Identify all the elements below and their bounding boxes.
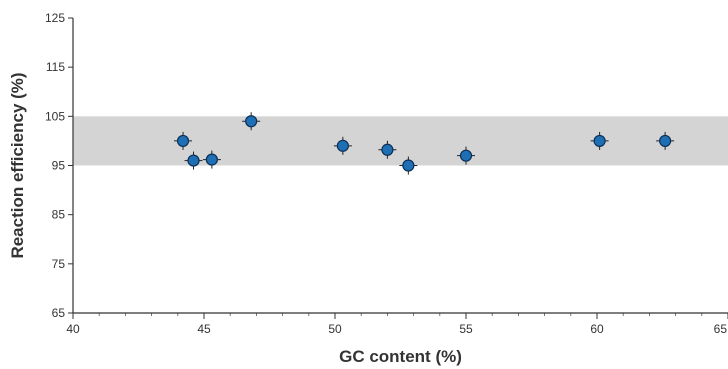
x-tick-label: 45 [197, 322, 211, 336]
y-tick-label: 95 [52, 159, 66, 173]
data-point [333, 136, 352, 155]
x-tick-label: 60 [590, 322, 604, 336]
x-tick-label: 65 [714, 322, 728, 336]
y-tick-label: 65 [52, 306, 66, 320]
data-point [378, 140, 397, 159]
data-point [399, 156, 418, 175]
y-tick-label: 75 [52, 257, 66, 271]
data-point [656, 131, 675, 150]
data-point [590, 131, 609, 150]
y-tick-label: 85 [52, 208, 66, 222]
data-point [174, 131, 193, 150]
y-tick-label: 105 [45, 109, 65, 123]
data-point [457, 146, 475, 165]
y-axis-title: Reaction efficiency (%) [8, 72, 27, 258]
acceptance-band [73, 116, 728, 166]
data-point [184, 151, 203, 170]
data-point [202, 150, 221, 169]
y-axis-ticks: 65 75 85 95 105 115 125 [45, 11, 73, 320]
x-axis-title: GC content (%) [339, 347, 462, 366]
x-axis-ticks: 40 45 50 55 60 65 [66, 313, 728, 336]
x-tick-label: 40 [66, 322, 80, 336]
y-tick-label: 115 [46, 60, 65, 74]
y-tick-label: 125 [45, 11, 65, 25]
x-tick-label: 50 [328, 322, 342, 336]
data-points [174, 112, 675, 175]
x-tick-label: 55 [459, 322, 473, 336]
data-point [242, 112, 261, 131]
